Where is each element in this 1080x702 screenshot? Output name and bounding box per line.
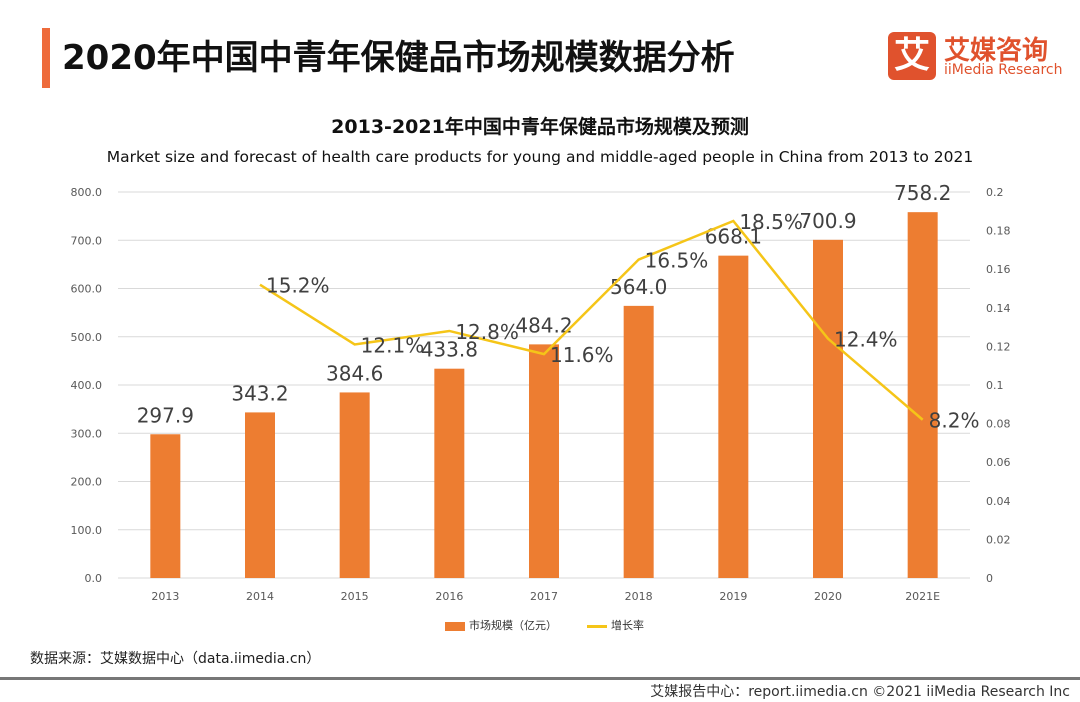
bar <box>813 239 843 579</box>
bar-data-label: 758.2 <box>894 181 951 205</box>
right-tick-label: 0.12 <box>986 340 1011 353</box>
x-tick-label: 2016 <box>435 590 463 603</box>
right-tick-label: 0.1 <box>986 379 1004 392</box>
right-tick-label: 0.06 <box>986 456 1011 469</box>
line-data-label: 12.1% <box>361 333 425 357</box>
chart-subtitle: Market size and forecast of health care … <box>106 148 974 166</box>
growth-rate-line <box>259 219 924 421</box>
title-accent-bar <box>42 28 50 88</box>
logo-en: iiMedia Research <box>944 62 1063 78</box>
bar <box>339 392 370 578</box>
bar-data-label: 343.2 <box>231 381 288 405</box>
left-tick-label: 600.0 <box>71 283 103 296</box>
source-note: 数据来源：艾媒数据中心（data.iimedia.cn） <box>30 651 321 667</box>
bar-data-label: 297.9 <box>137 403 194 427</box>
footer: 艾媒报告中心：report.iimedia.cn ©2021 iiMedia R… <box>650 684 1070 700</box>
bar <box>718 255 749 578</box>
left-tick-label: 800.0 <box>71 186 103 199</box>
bar <box>434 368 465 578</box>
line-data-label: 12.8% <box>455 320 519 344</box>
legend-item-growth-rate: 增长率 <box>587 617 644 633</box>
x-tick-label: 2013 <box>151 590 179 603</box>
bar <box>245 412 275 578</box>
left-tick-label: 0.0 <box>85 572 103 585</box>
bar-data-label: 384.6 <box>326 361 383 385</box>
x-tick-label: 2021E <box>905 590 940 603</box>
iimedia-logo: 艾 艾媒咨询 iiMedia Research <box>888 32 1068 82</box>
bar <box>150 434 181 578</box>
line-data-label: 16.5% <box>645 249 709 273</box>
line-data-label: 8.2% <box>929 409 980 433</box>
right-tick-label: 0.14 <box>986 302 1011 315</box>
left-tick-label: 100.0 <box>71 524 103 537</box>
right-tick-label: 0.08 <box>986 418 1011 431</box>
line-data-label: 12.4% <box>834 328 898 352</box>
right-tick-label: 0.02 <box>986 533 1011 546</box>
x-tick-label: 2019 <box>719 590 747 603</box>
line-data-label: 18.5% <box>739 210 803 234</box>
left-tick-label: 700.0 <box>71 234 103 247</box>
logo-cn: 艾媒咨询 <box>944 36 1049 66</box>
bar <box>623 305 654 578</box>
legend: 市场规模（亿元） 增长率 <box>445 617 644 633</box>
bar <box>529 344 559 578</box>
logo-mark: 艾 <box>888 32 936 80</box>
right-tick-label: 0.18 <box>986 225 1011 238</box>
bar-data-label: 433.8 <box>421 338 478 362</box>
left-tick-label: 200.0 <box>71 476 103 489</box>
footer-divider <box>0 677 1080 680</box>
right-tick-label: 0.04 <box>986 495 1011 508</box>
x-tick-label: 2018 <box>625 590 653 603</box>
bar <box>907 212 938 578</box>
right-tick-label: 0 <box>986 572 993 585</box>
left-tick-label: 500.0 <box>71 331 103 344</box>
chart-title: 2013-2021年中国中青年保健品市场规模及预测 <box>331 116 749 138</box>
right-tick-label: 0.2 <box>986 186 1004 199</box>
page-title: 2020年中国中青年保健品市场规模数据分析 <box>62 38 735 78</box>
legend-item-market-size: 市场规模（亿元） <box>445 617 557 633</box>
left-tick-label: 300.0 <box>71 427 103 440</box>
x-tick-label: 2017 <box>530 590 558 603</box>
line-data-label: 11.6% <box>550 343 614 367</box>
left-tick-label: 400.0 <box>71 379 103 392</box>
x-tick-label: 2014 <box>246 590 274 603</box>
bar-data-label: 700.9 <box>799 209 856 233</box>
x-tick-label: 2015 <box>341 590 369 603</box>
x-tick-label: 2020 <box>814 590 842 603</box>
line-data-label: 15.2% <box>266 274 330 298</box>
right-tick-label: 0.16 <box>986 263 1011 276</box>
